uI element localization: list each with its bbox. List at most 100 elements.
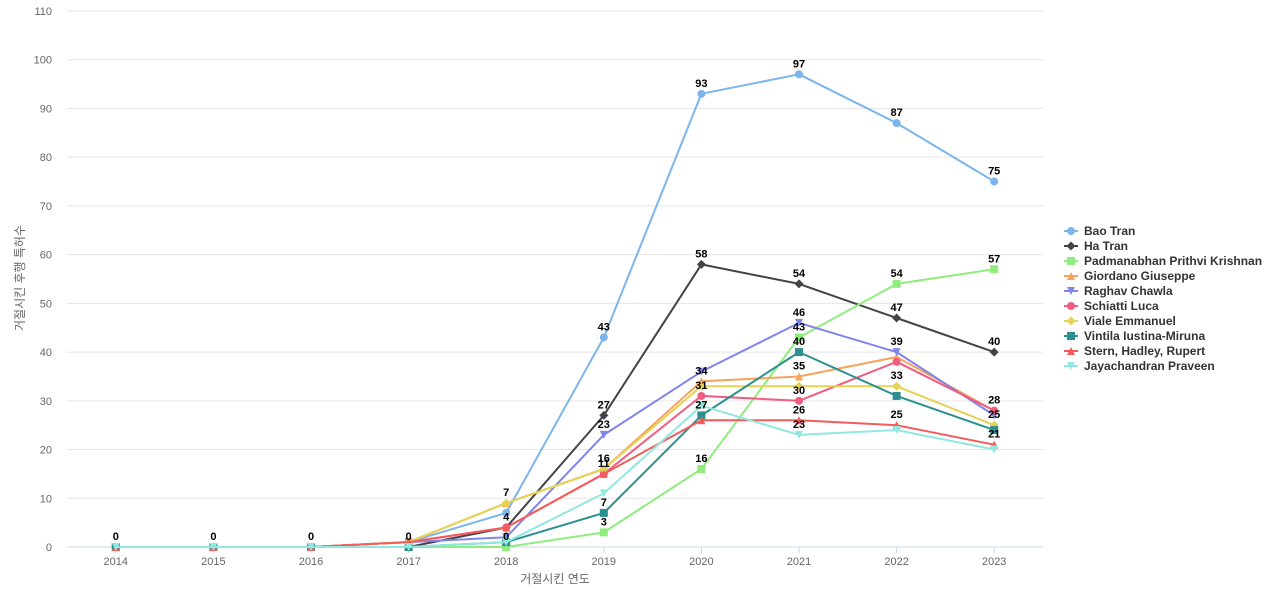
data-point[interactable] <box>502 538 511 547</box>
data-point[interactable] <box>697 391 706 400</box>
y-tick-label: 80 <box>40 152 52 164</box>
legend-item[interactable]: Giordano Giuseppe <box>1064 269 1196 283</box>
data-point[interactable] <box>794 381 804 391</box>
data-point[interactable] <box>795 372 803 381</box>
legend-item[interactable]: Ha Tran <box>1064 239 1128 253</box>
data-point[interactable] <box>990 406 999 415</box>
series-line <box>114 263 996 548</box>
legend-swatch-marker <box>1066 241 1076 251</box>
data-labels: 0 0 0 43 93 97 87 75 4 27 58 54 47 40 0 3 16 43 54 57 34 35 28… <box>113 58 1001 543</box>
data-point[interactable] <box>307 543 315 551</box>
series-lines <box>111 70 999 552</box>
data-point[interactable] <box>795 348 803 357</box>
data-point[interactable] <box>892 381 902 391</box>
data-point[interactable] <box>209 543 218 551</box>
data-point[interactable] <box>501 498 511 508</box>
legend-swatch-marker <box>1067 362 1075 370</box>
y-axis-title: 거절시킨 후행 특허수 <box>12 225 27 331</box>
legend-label: Vintila Iustina-Miruna <box>1084 329 1205 343</box>
y-tick-label: 60 <box>40 250 52 262</box>
series-9 <box>111 416 999 551</box>
data-point[interactable] <box>990 265 999 274</box>
data-point[interactable] <box>697 465 706 474</box>
legend-swatch-marker <box>1066 316 1076 326</box>
data-point[interactable] <box>795 70 803 79</box>
data-point[interactable] <box>892 279 901 288</box>
data-label: 75 <box>988 166 1000 178</box>
grid-lines <box>67 10 1043 548</box>
data-label: 97 <box>793 58 805 70</box>
data-point[interactable] <box>697 89 706 98</box>
data-label: 40 <box>793 336 805 348</box>
data-point[interactable] <box>892 357 901 366</box>
legend-swatch-marker <box>1067 272 1075 280</box>
legend-item[interactable]: Bao Tran <box>1064 224 1135 238</box>
legend-item[interactable]: Padmanabhan Prithvi Krishnan <box>1064 254 1262 268</box>
data-point[interactable] <box>697 401 706 410</box>
legend-item[interactable]: Raghav Chawla <box>1064 284 1173 298</box>
data-point[interactable] <box>599 430 608 439</box>
data-point[interactable] <box>696 259 706 269</box>
y-tick-label: 100 <box>34 55 52 67</box>
data-point[interactable] <box>502 533 511 542</box>
data-point[interactable] <box>599 410 609 420</box>
legend-swatch-marker <box>1067 287 1075 295</box>
data-point[interactable] <box>795 333 803 342</box>
legend-swatch-marker <box>1067 227 1075 235</box>
data-label: 27 <box>598 399 610 411</box>
data-point[interactable] <box>697 416 706 425</box>
data-point[interactable] <box>892 348 901 357</box>
data-point[interactable] <box>697 367 706 376</box>
y-tick-label: 30 <box>40 396 52 408</box>
data-label: 11 <box>598 458 610 470</box>
data-point[interactable] <box>599 489 608 498</box>
data-point[interactable] <box>892 119 901 128</box>
data-point[interactable] <box>696 381 706 391</box>
data-point[interactable] <box>795 396 803 405</box>
data-point[interactable] <box>599 508 608 517</box>
data-point[interactable] <box>502 508 511 517</box>
series-7 <box>111 381 999 552</box>
series-1 <box>111 70 999 551</box>
legend-item[interactable]: Schiatti Luca <box>1064 299 1159 313</box>
data-point[interactable] <box>990 445 999 454</box>
legend-label: Viale Emmanuel <box>1084 314 1176 328</box>
data-point[interactable] <box>697 377 706 386</box>
data-point[interactable] <box>990 426 999 435</box>
data-point[interactable] <box>111 543 120 551</box>
data-point[interactable] <box>697 411 706 420</box>
data-point[interactable] <box>795 318 803 327</box>
data-label: 46 <box>793 307 805 319</box>
data-point[interactable] <box>990 177 999 186</box>
y-tick-label: 20 <box>40 445 52 457</box>
data-point[interactable] <box>892 426 901 435</box>
legend-item[interactable]: Stern, Hadley, Rupert <box>1064 344 1205 358</box>
data-point[interactable] <box>892 313 902 323</box>
data-point[interactable] <box>404 543 413 551</box>
data-point[interactable] <box>502 523 511 532</box>
series-line <box>114 73 996 548</box>
series-line <box>114 268 996 548</box>
data-point[interactable] <box>892 391 901 400</box>
legend-item[interactable]: Jayachandran Praveen <box>1064 359 1215 373</box>
data-label: 0 <box>113 531 119 543</box>
legend-item[interactable]: Viale Emmanuel <box>1064 314 1176 328</box>
legend-swatch-marker <box>1067 302 1075 310</box>
legend-label: Schiatti Luca <box>1084 299 1159 313</box>
data-point[interactable] <box>599 528 608 537</box>
data-point[interactable] <box>502 543 511 551</box>
series-5 <box>111 318 999 551</box>
data-point[interactable] <box>599 469 608 478</box>
data-label: 34 <box>695 365 708 377</box>
data-point[interactable] <box>794 279 804 289</box>
data-point[interactable] <box>599 333 608 342</box>
data-point[interactable] <box>795 430 803 439</box>
data-point[interactable] <box>795 416 803 425</box>
data-point[interactable] <box>599 464 609 474</box>
data-label: 47 <box>890 302 902 314</box>
legend-item[interactable]: Vintila Iustina-Miruna <box>1064 329 1205 343</box>
data-point[interactable] <box>989 347 999 357</box>
legend-swatch-marker <box>1067 257 1075 265</box>
